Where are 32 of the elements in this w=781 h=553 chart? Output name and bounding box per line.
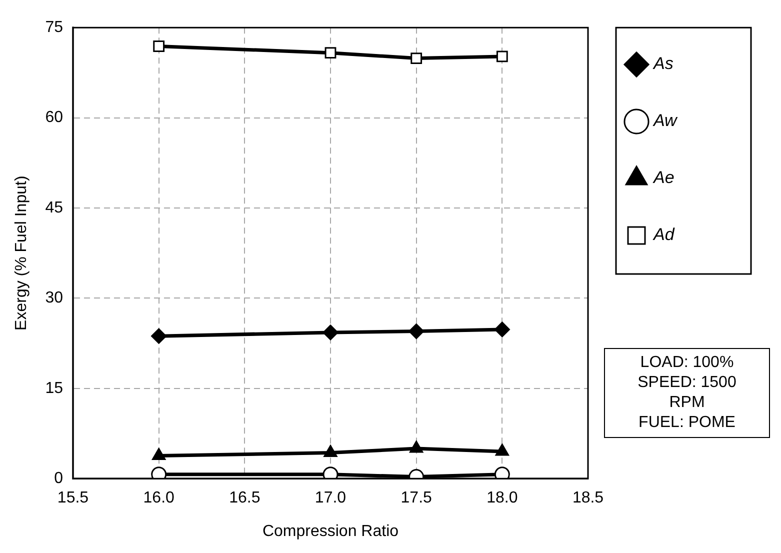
y-tick-label: 60 bbox=[45, 109, 64, 126]
point bbox=[322, 324, 338, 340]
x-tick-label: 17.5 bbox=[400, 490, 432, 507]
point bbox=[494, 322, 510, 338]
text: LOAD: 100% SPEED: 1500 RPM FUEL: POME bbox=[604, 348, 770, 438]
y-tick-label: 45 bbox=[45, 199, 64, 216]
y-tick-label: 75 bbox=[45, 19, 64, 36]
y-tick-label: 0 bbox=[54, 470, 64, 488]
point bbox=[408, 324, 424, 340]
point bbox=[324, 47, 336, 59]
point bbox=[495, 444, 509, 456]
x-tick-label: 18.5 bbox=[572, 490, 604, 507]
y-axis-title: Exergy (% Fuel Input) bbox=[13, 176, 30, 330]
x-axis-title: Compression Ratio bbox=[262, 522, 399, 540]
legend-label: Ad bbox=[652, 225, 675, 244]
legend-label: As bbox=[652, 54, 674, 74]
x-tick-label: 15.5 bbox=[57, 490, 89, 507]
point bbox=[151, 328, 167, 344]
x-tick-label: 17.0 bbox=[314, 490, 346, 507]
point bbox=[153, 40, 165, 52]
point bbox=[410, 52, 422, 64]
point bbox=[496, 50, 508, 62]
legend-label: Ae bbox=[652, 168, 674, 188]
point bbox=[152, 448, 166, 460]
y-tick-label: 30 bbox=[45, 290, 64, 307]
legend-label: Aw bbox=[652, 111, 679, 130]
x-tick-label: 16.5 bbox=[229, 490, 260, 507]
point bbox=[324, 444, 338, 457]
point bbox=[410, 440, 424, 453]
x-tick-label: 16.0 bbox=[143, 490, 175, 507]
x-tick-label: 18.0 bbox=[486, 490, 518, 507]
y-tick-label: 15 bbox=[45, 380, 64, 397]
